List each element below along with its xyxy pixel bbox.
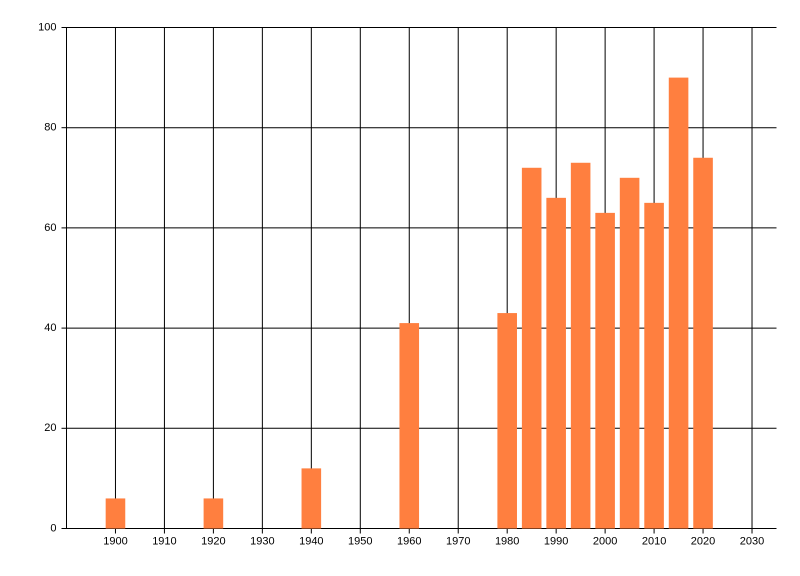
bar	[301, 468, 322, 529]
x-tick-label: 1900	[103, 535, 127, 547]
x-tick-label: 1930	[250, 535, 274, 547]
x-tick-label: 1990	[544, 535, 568, 547]
bar	[105, 498, 126, 529]
bar	[619, 177, 640, 529]
bar	[668, 77, 689, 529]
bar	[595, 212, 615, 529]
x-tick-label: 1910	[152, 535, 176, 547]
x-tick-label: 1920	[201, 535, 225, 547]
bar	[399, 323, 420, 529]
x-tick-label: 2020	[691, 535, 715, 547]
y-tick-label: 100	[38, 21, 56, 33]
bar	[203, 498, 224, 529]
x-tick-label: 1980	[495, 535, 519, 547]
x-tick-label: 1940	[299, 535, 323, 547]
y-tick-label: 20	[44, 422, 56, 434]
bar	[644, 202, 664, 529]
x-tick-label: 1950	[348, 535, 372, 547]
y-tick-label: 60	[44, 222, 56, 234]
bar	[570, 162, 591, 529]
bar	[497, 313, 517, 529]
bar	[546, 197, 566, 529]
x-tick-label: 2030	[740, 535, 764, 547]
bar	[521, 167, 542, 529]
x-tick-label: 1970	[446, 535, 470, 547]
y-tick-label: 80	[44, 122, 56, 134]
x-tick-label: 1960	[397, 535, 421, 547]
y-tick-label: 40	[44, 322, 56, 334]
bar	[693, 157, 713, 529]
x-tick-label: 2010	[642, 535, 666, 547]
x-tick-label: 2000	[593, 535, 617, 547]
y-tick-label: 0	[50, 522, 56, 534]
